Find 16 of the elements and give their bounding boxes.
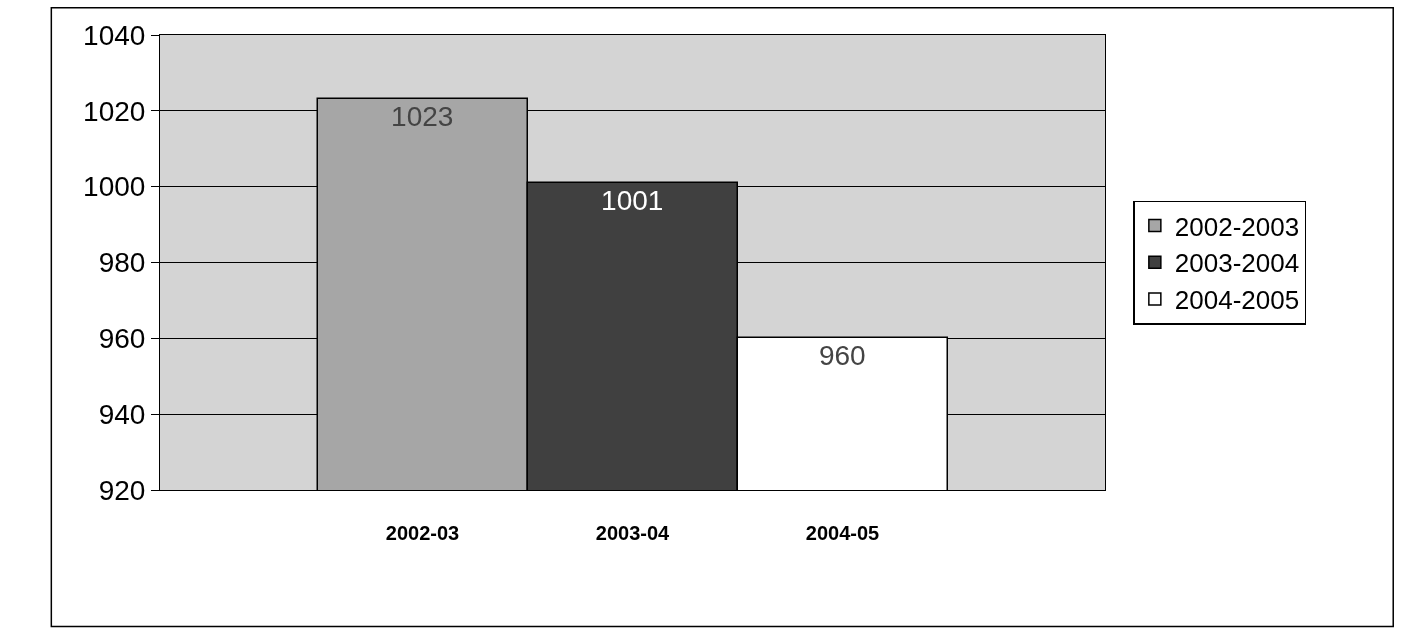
x-tick-label: 2003-04 [595, 522, 671, 544]
y-tick-label: 1000 [83, 171, 146, 203]
data-label: 1001 [601, 185, 664, 217]
y-tick-label: 980 [98, 247, 146, 279]
y-tick-label: 1040 [83, 19, 146, 51]
x-tick-label: 2004-05 [805, 522, 880, 544]
data-label: 1023 [391, 101, 454, 133]
y-tick-label: 960 [98, 323, 146, 355]
data-label: 960 [818, 340, 866, 372]
legend-label: 2002-2003 [1174, 211, 1300, 242]
y-tick-label: 1020 [83, 95, 146, 127]
y-tick-label: 920 [98, 474, 146, 506]
x-tick-label: 2002-03 [385, 522, 460, 544]
y-tick-label: 940 [98, 398, 146, 430]
legend-label: 2004-2005 [1174, 285, 1300, 316]
legend-label: 2003-2004 [1174, 248, 1300, 279]
